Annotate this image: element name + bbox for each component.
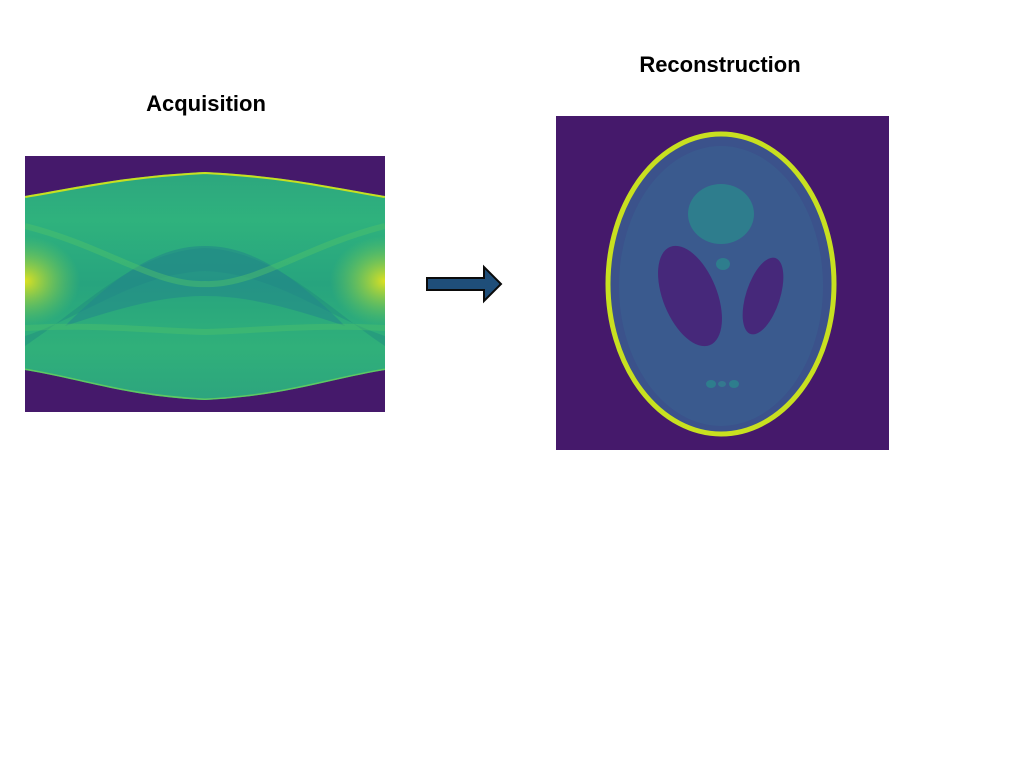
reconstruction-title: Reconstruction xyxy=(639,52,801,77)
sinogram-image xyxy=(25,156,385,412)
reconstruction-image xyxy=(556,116,889,450)
acquisition-title: Acquisition xyxy=(146,91,266,116)
right-arrow-icon xyxy=(426,264,503,304)
